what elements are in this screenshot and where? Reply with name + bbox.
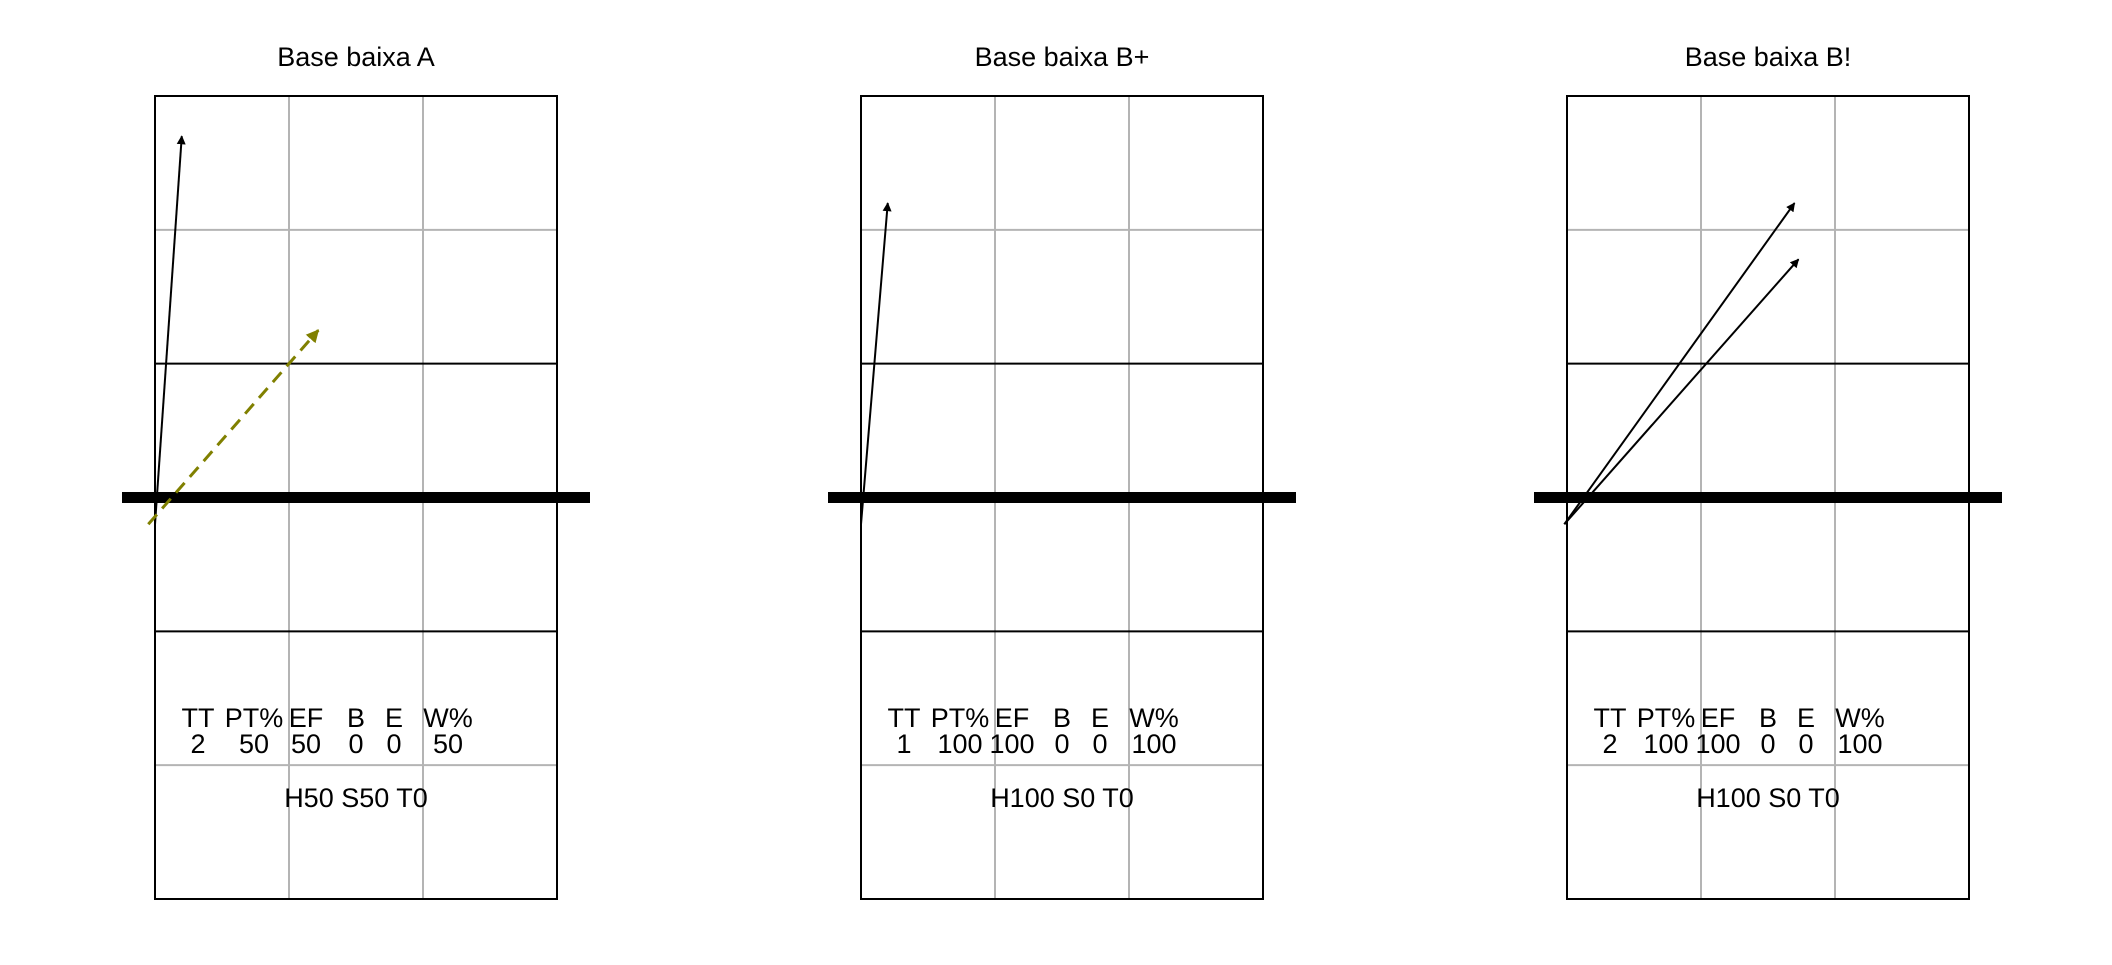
- trajectory-arrow: [154, 135, 186, 525]
- stats-value: 0: [1760, 729, 1775, 759]
- court-panel: Base baixa B!TT PT% EF B E W%2 100 100 0 0 100H100…: [1534, 42, 2002, 900]
- stats-value: 50: [239, 729, 269, 759]
- stats-header: E: [1091, 703, 1109, 733]
- trajectory-arrow: [860, 202, 892, 525]
- stats-header: PT%: [225, 703, 284, 733]
- panel-title: Base baixa A: [277, 42, 435, 72]
- stats-value: 100: [1131, 729, 1176, 759]
- panel-title: Base baixa B!: [1685, 42, 1852, 72]
- stats-header: B: [1759, 703, 1777, 733]
- stats-value: 2: [190, 729, 205, 759]
- stats-header: E: [385, 703, 403, 733]
- stats-header: PT%: [931, 703, 990, 733]
- panel-summary: H100 S0 T0: [990, 783, 1134, 813]
- stats-value: 0: [386, 729, 401, 759]
- stats-header: EF: [1701, 703, 1736, 733]
- stats-value: 100: [989, 729, 1034, 759]
- stats-value: 2: [1602, 729, 1617, 759]
- stats-header: PT%: [1637, 703, 1696, 733]
- stats-header: W%: [423, 703, 473, 733]
- stats-header: EF: [995, 703, 1030, 733]
- stats-header: B: [347, 703, 365, 733]
- stats-header: EF: [289, 703, 324, 733]
- stats-value: 0: [1054, 729, 1069, 759]
- stats-value: 1: [896, 729, 911, 759]
- panel-title: Base baixa B+: [975, 42, 1150, 72]
- stats-header: W%: [1129, 703, 1179, 733]
- trajectory-arrow: [1563, 258, 1800, 525]
- stats-value: 100: [937, 729, 982, 759]
- stats-header: TT: [1594, 703, 1627, 733]
- trajectory-arrow: [1563, 202, 1796, 525]
- stats-header: TT: [182, 703, 215, 733]
- stats-header: E: [1797, 703, 1815, 733]
- stats-value: 100: [1695, 729, 1740, 759]
- panel-summary: H100 S0 T0: [1696, 783, 1840, 813]
- stats-value: 0: [1798, 729, 1813, 759]
- stats-header: W%: [1835, 703, 1885, 733]
- stats-value: 100: [1643, 729, 1688, 759]
- stats-value: 0: [348, 729, 363, 759]
- court-panel: Base baixa B+TT PT% EF B E W%1 100 100 0 0 100H100…: [828, 42, 1296, 900]
- stats-header: TT: [888, 703, 921, 733]
- stats-value: 100: [1837, 729, 1882, 759]
- stats-value: 0: [1092, 729, 1107, 759]
- stats-value: 50: [433, 729, 463, 759]
- stats-value: 50: [291, 729, 321, 759]
- dashed-trajectory-arrow: [147, 329, 320, 526]
- stats-header: B: [1053, 703, 1071, 733]
- panel-summary: H50 S50 T0: [284, 783, 428, 813]
